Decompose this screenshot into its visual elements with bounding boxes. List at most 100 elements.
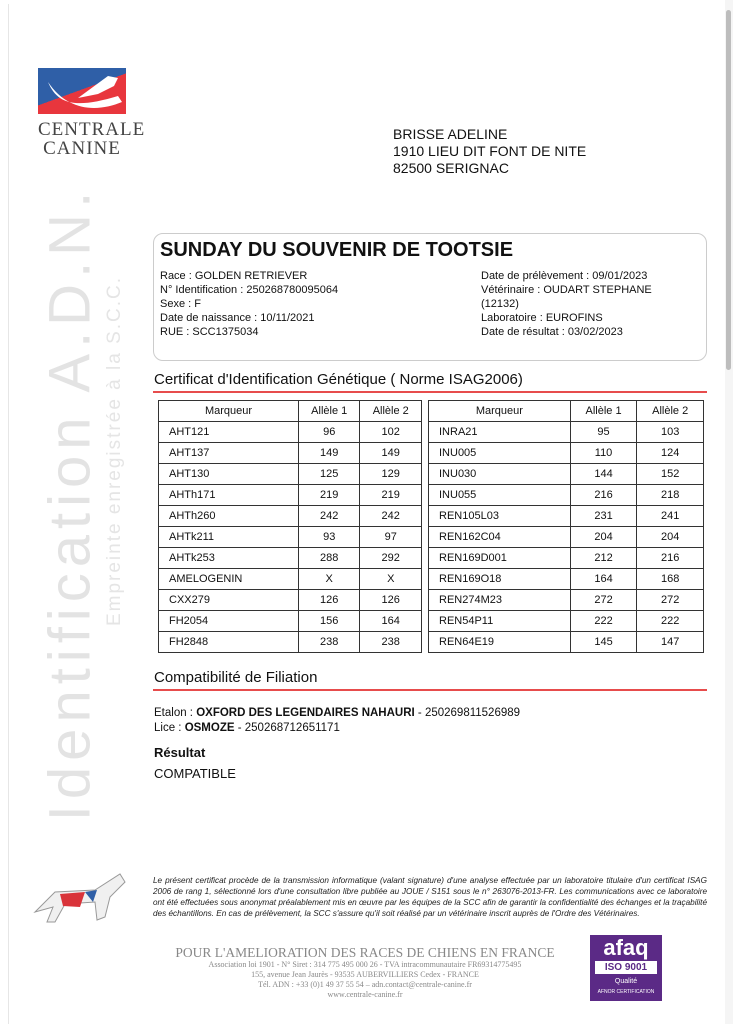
- filiation-heading: Compatibilité de Filiation: [154, 669, 318, 686]
- allele-cell: 238: [297, 631, 361, 653]
- column-header: Marqueur: [428, 400, 571, 422]
- allele-cell: 96: [297, 421, 361, 443]
- marker-cell: AHTk211: [158, 526, 299, 548]
- address-name: BRISSE ADELINE: [393, 126, 508, 142]
- allele-cell: 126: [359, 589, 422, 611]
- table-row: INU055 216 218: [428, 484, 704, 506]
- dam-line: Lice : OSMOZE - 250268712651171: [154, 721, 520, 736]
- allele-cell: 222: [569, 610, 638, 632]
- heading-rule: [153, 391, 707, 393]
- marker-cell: AMELOGENIN: [158, 568, 299, 590]
- scrollbar-thumb[interactable]: [726, 10, 731, 370]
- allele-cell: 204: [569, 526, 638, 548]
- marker-cell: INRA21: [428, 421, 571, 443]
- table-row: CXX279 126 126: [158, 589, 422, 611]
- allele-cell: 95: [569, 421, 638, 443]
- allele-cell: 97: [359, 526, 422, 548]
- allele-cell: 156: [297, 610, 361, 632]
- dog-details-right: Date de prélèvement : 09/01/2023 Vétérin…: [481, 269, 652, 339]
- table-row: AHTk211 93 97: [158, 526, 422, 548]
- watermark-title: Identification A.D.N.: [37, 185, 103, 822]
- allele-cell: 168: [636, 568, 704, 590]
- table-row: REN169D001 212 216: [428, 547, 704, 569]
- marker-cell: INU030: [428, 463, 571, 485]
- allele-cell: 241: [636, 505, 704, 527]
- afaq-iso-logo: afaq ISO 9001 Qualité AFNOR CERTIFICATIO…: [590, 935, 662, 1001]
- sire-id: - 250269811526989: [414, 707, 521, 719]
- allele-cell: 147: [636, 631, 704, 653]
- address-city: 82500 SERIGNAC: [393, 160, 509, 176]
- sire-name: OXFORD DES LEGENDAIRES NAHAURI: [196, 707, 415, 719]
- allele-cell: 292: [359, 547, 422, 569]
- laboratory: Laboratoire : EUROFINS: [481, 312, 603, 324]
- marker-cell: FH2848: [158, 631, 299, 653]
- marker-cell: AHTk253: [158, 547, 299, 569]
- allele-cell: 272: [636, 589, 704, 611]
- allele-cell: 216: [636, 547, 704, 569]
- result-value: COMPATIBLE: [154, 766, 236, 781]
- allele-cell: 144: [569, 463, 638, 485]
- afaq-iso: ISO 9001: [595, 961, 657, 974]
- table-row: AHT137 149 149: [158, 442, 422, 464]
- table-row: AHTk253 288 292: [158, 547, 422, 569]
- allele-cell: 272: [569, 589, 638, 611]
- allele-cell: 242: [297, 505, 361, 527]
- allele-cell: 231: [569, 505, 638, 527]
- marker-cell: FH2054: [158, 610, 299, 632]
- allele-cell: 110: [569, 442, 638, 464]
- column-header: Allèle 2: [636, 400, 704, 422]
- veterinarian: Vétérinaire : OUDART STEPHANE: [481, 284, 652, 296]
- allele-cell: 93: [297, 526, 361, 548]
- dam-label: Lice :: [154, 722, 185, 734]
- allele-cell: 149: [297, 442, 361, 464]
- table-row: REN64E19 145 147: [428, 631, 704, 653]
- marker-cell: REN64E19: [428, 631, 571, 653]
- allele-cell: X: [359, 568, 422, 590]
- allele-cell: 152: [636, 463, 704, 485]
- allele-cell: 164: [569, 568, 638, 590]
- afaq-quality: Qualité: [614, 978, 638, 985]
- allele-cell: 102: [359, 421, 422, 443]
- dog-flag-icon: [38, 68, 126, 114]
- allele-cell: 149: [359, 442, 422, 464]
- footer-address: 155, avenue Jean Jaurès - 93535 AUBERVIL…: [251, 970, 479, 979]
- parents: Etalon : OXFORD DES LEGENDAIRES NAHAURI …: [154, 706, 520, 736]
- table-row: AHTh260 242 242: [158, 505, 422, 527]
- marker-cell: AHTh171: [158, 484, 299, 506]
- allele-cell: 126: [297, 589, 361, 611]
- footer-website[interactable]: www.centrale-canine.fr: [327, 990, 403, 999]
- column-header: Allèle 2: [359, 400, 422, 422]
- watermark-subtitle: Empreinte enregistrée à la S.C.C.: [104, 275, 125, 627]
- recipient-address: BRISSE ADELINE 1910 LIEU DIT FONT DE NIT…: [393, 126, 586, 177]
- allele-cell: 216: [569, 484, 638, 506]
- sire-line: Etalon : OXFORD DES LEGENDAIRES NAHAURI …: [154, 706, 520, 721]
- afaq-cert: AFNOR CERTIFICATION: [597, 989, 655, 995]
- table-row: AMELOGENIN X X: [158, 568, 422, 590]
- table-row: FH2848 238 238: [158, 631, 422, 653]
- marker-cell: REN169O18: [428, 568, 571, 590]
- identification-number: N° Identification : 250268780095064: [160, 284, 339, 296]
- allele-cell: 212: [569, 547, 638, 569]
- table-row: FH2054 156 164: [158, 610, 422, 632]
- allele-cell: 103: [636, 421, 704, 443]
- column-header: Allèle 1: [297, 400, 361, 422]
- dog-details-left: Race : GOLDEN RETRIEVER N° Identificatio…: [160, 269, 338, 339]
- sample-date: Date de prélèvement : 09/01/2023: [481, 270, 648, 282]
- footer-association: Association loi 1901 - N° Siret : 314 77…: [208, 960, 522, 969]
- breed: Race : GOLDEN RETRIEVER: [160, 270, 308, 282]
- table-row: REN169O18 164 168: [428, 568, 704, 590]
- marker-cell: INU005: [428, 442, 571, 464]
- allele-cell: 164: [359, 610, 422, 632]
- table-row: AHTh171 219 219: [158, 484, 422, 506]
- allele-cell: 129: [359, 463, 422, 485]
- allele-cell: 238: [359, 631, 422, 653]
- column-header: Marqueur: [158, 400, 299, 422]
- column-header: Allèle 1: [569, 400, 638, 422]
- footer-title: POUR L'AMELIORATION DES RACES DE CHIENS …: [175, 945, 555, 960]
- sire-label: Etalon :: [154, 707, 197, 719]
- table-header-row: Marqueur Allèle 1 Allèle 2: [428, 400, 704, 422]
- table-row: REN274M23 272 272: [428, 589, 704, 611]
- scrollbar[interactable]: [725, 0, 733, 1024]
- address-street: 1910 LIEU DIT FONT DE NITE: [393, 143, 587, 159]
- afaq-brand: afaq: [603, 935, 649, 960]
